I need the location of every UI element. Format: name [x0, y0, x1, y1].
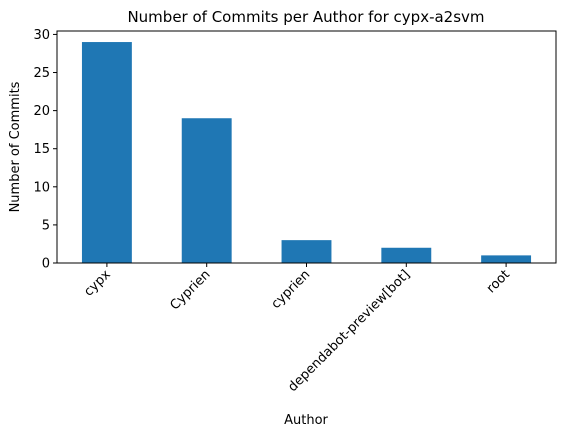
bar-3 [381, 247, 432, 263]
bar-1 [181, 118, 232, 263]
x-axis: cypx Cyprien cypriendependabot-preview[bot… [81, 263, 513, 395]
x-tick-label-4: root [484, 267, 513, 296]
x-axis-label: Author [284, 413, 328, 428]
y-tick-label-5: 25 [33, 66, 50, 81]
x-tick-label-2: cyprien [269, 267, 314, 312]
y-tick-label-3: 15 [33, 142, 50, 157]
plot-frame [56, 30, 557, 264]
y-tick-label-2: 10 [33, 180, 50, 195]
chart-title: Number of Commits per Author for cypx-a2… [127, 8, 484, 26]
bar-2 [281, 240, 332, 263]
y-axis-label: Number of Commits [8, 81, 23, 212]
bar-0 [81, 42, 132, 263]
bar-4 [481, 255, 532, 263]
y-tick-label-0: 0 [42, 257, 50, 272]
y-tick-label-1: 5 [42, 218, 50, 233]
y-tick-label-4: 20 [33, 104, 50, 119]
x-tick-label-1: Cyprien [167, 267, 213, 313]
y-axis: 0 5 10 15 20 25 30 [33, 28, 57, 272]
y-tick-label-6: 30 [33, 28, 50, 43]
x-tick-label-0: cypx [81, 267, 114, 300]
bars-group [81, 42, 532, 263]
